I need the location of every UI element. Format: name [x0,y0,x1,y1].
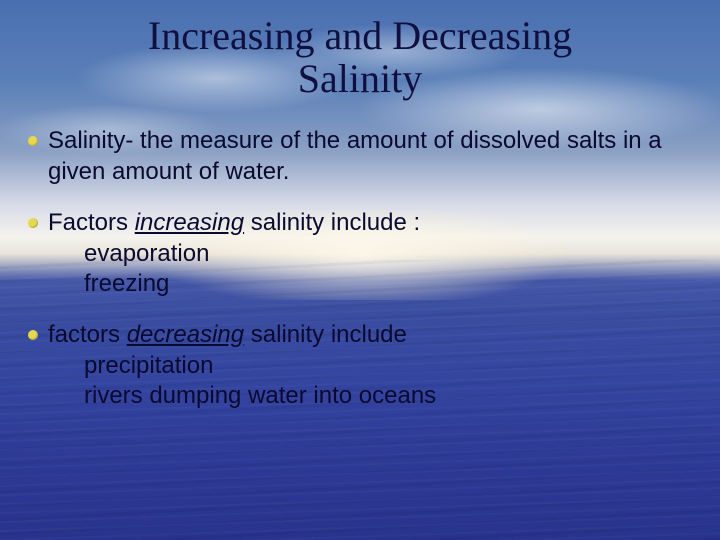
bullet-text-main: Salinity- the measure of the amount of d… [48,127,662,185]
bullet-3: factors decreasing salinity include prec… [28,320,692,412]
bullet-row: Factors increasing salinity include : [28,208,692,239]
slide-content: Increasing and Decreasing Salinity Salin… [0,0,720,412]
bullet-row: factors decreasing salinity include [28,320,692,351]
bullet-2: Factors increasing salinity include : ev… [28,208,692,300]
sub-item: precipitation [84,351,692,382]
bullet-1: Salinity- the measure of the amount of d… [28,126,692,187]
sub-item-text: evaporation [84,240,209,267]
bullet-text-before: factors [48,321,127,348]
bullet-text-em: decreasing [127,321,244,348]
bullet-text-after: salinity include [244,321,407,348]
bullet-text: Salinity- the measure of the amount of d… [48,126,692,187]
sub-item-text: rivers dumping water into oceans [84,382,436,409]
bullet-dot-icon [28,136,38,146]
bullet-text-before: Factors [48,209,135,236]
sub-item-text: precipitation [84,352,213,379]
bullet-text: factors decreasing salinity include [48,320,407,351]
bullet-row: Salinity- the measure of the amount of d… [28,126,692,187]
title-line-1: Increasing and Decreasing [148,13,572,58]
sub-item: rivers dumping water into oceans [84,381,692,412]
sub-item: evaporation [84,239,692,270]
slide-title: Increasing and Decreasing Salinity [58,14,662,100]
sub-item: freezing [84,269,692,300]
bullet-text: Factors increasing salinity include : [48,208,420,239]
bullet-text-em: increasing [135,209,244,236]
bullet-dot-icon [28,218,38,228]
bullet-text-after: salinity include : [244,209,420,236]
title-line-2: Salinity [298,56,422,101]
bullet-dot-icon [28,330,38,340]
sub-item-text: freezing [84,270,169,297]
